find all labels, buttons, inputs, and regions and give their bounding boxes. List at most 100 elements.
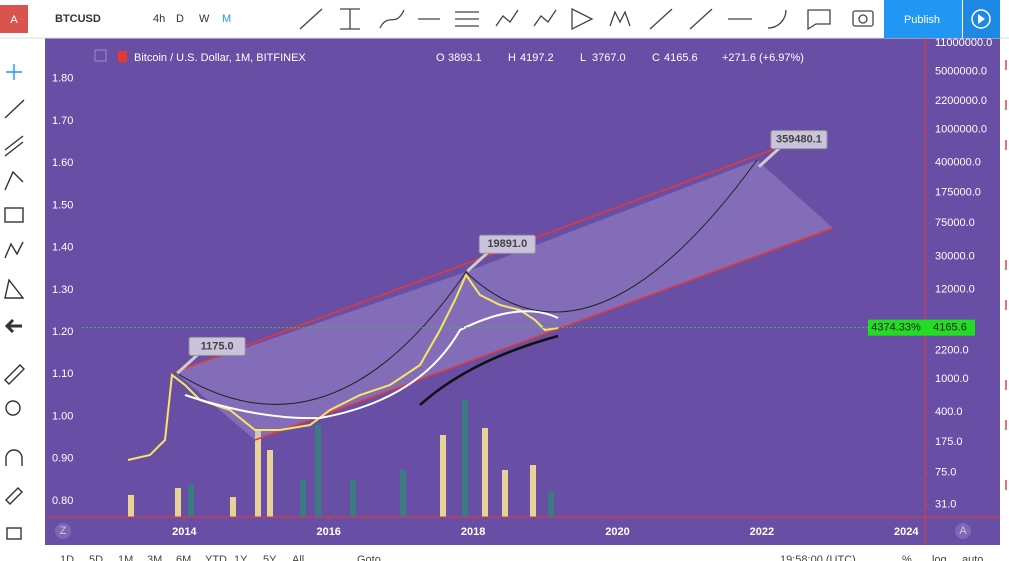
scale-option[interactable]: % — [902, 554, 912, 561]
callout-label: 19891.0 — [487, 238, 527, 250]
y-tick-label: 1.60 — [52, 157, 73, 169]
y-tick-label: 1.70 — [52, 115, 73, 127]
range[interactable]: 1D — [60, 554, 74, 561]
range[interactable]: 5D — [89, 554, 103, 561]
tool-text[interactable] — [4, 207, 24, 223]
ohlc-label: H — [508, 52, 516, 64]
publish-button[interactable] — [884, 0, 962, 38]
ohlc-value: 3893.1 — [448, 52, 482, 64]
tool-arc[interactable] — [767, 9, 787, 29]
y2-tick-label: 75.0 — [935, 467, 956, 479]
tool-prediction[interactable] — [4, 278, 25, 299]
y2-tick-label: 30000.0 — [935, 250, 975, 262]
callout-pointer — [466, 250, 491, 273]
y-tick-label: 1.40 — [52, 242, 73, 254]
tool-pattern[interactable] — [495, 9, 519, 27]
tool-trendline[interactable] — [299, 8, 323, 30]
moving-average — [184, 310, 559, 420]
x-tick-label: 2020 — [605, 526, 629, 538]
y-tick-label: 1.50 — [52, 199, 73, 211]
volume-bar — [502, 470, 508, 517]
volume-bar — [350, 480, 356, 517]
interval[interactable]: M — [222, 13, 231, 25]
drawing-tools — [299, 7, 874, 31]
chart-pane — [45, 38, 1000, 545]
y2-tick-label: 400000.0 — [935, 157, 981, 169]
volume-bar — [482, 428, 488, 517]
tool-lines[interactable] — [4, 135, 24, 157]
percent-box — [868, 319, 925, 336]
x-tick-label: 2018 — [461, 526, 485, 538]
change: +271.6 (+6.97%) — [722, 52, 804, 64]
plot: 1.80 1.70 1.60 1.50 1.40 1.30 1.20 1.10 1.00 0.90… — [52, 37, 992, 539]
tool-brush[interactable] — [379, 9, 405, 29]
ohlc-label: L — [580, 52, 586, 64]
y2-tick-label: 175000.0 — [935, 187, 981, 199]
tool-pattern-left[interactable] — [4, 241, 24, 259]
scale-button[interactable] — [55, 523, 71, 539]
callout-box — [478, 234, 536, 254]
screenshot[interactable] — [852, 10, 874, 27]
collapse-icon[interactable] — [94, 49, 107, 62]
tool-projection[interactable] — [609, 10, 631, 27]
callout-pointer — [176, 352, 201, 375]
ohlc-value: 4197.2 — [520, 52, 554, 64]
range[interactable]: 1Y — [234, 554, 248, 561]
interval[interactable]: W — [199, 13, 210, 25]
publish-label: Publish — [904, 14, 940, 26]
tool-channel[interactable] — [455, 11, 479, 27]
range[interactable]: All — [292, 554, 304, 561]
volume-bar — [128, 495, 134, 517]
callout-pointer — [757, 145, 782, 168]
y-tick-label: 0.90 — [52, 453, 73, 465]
ohlc-label: O — [436, 52, 445, 64]
range[interactable]: 3M — [147, 554, 162, 561]
y-tick-label: 1.80 — [52, 73, 73, 85]
y2-tick-label: 400.0 — [935, 406, 963, 418]
tool-fib[interactable] — [340, 8, 360, 30]
interval[interactable]: D — [176, 13, 184, 25]
tool-back[interactable] — [4, 318, 22, 334]
chart-title: Bitcoin / U.S. Dollar, 1M, BITFINEX — [134, 52, 306, 64]
ohlc-value: 4165.6 — [664, 52, 698, 64]
tool-ruler[interactable] — [4, 364, 25, 385]
volume-bar — [255, 430, 261, 517]
tool-ray[interactable] — [689, 8, 713, 30]
ohlc-label: C — [652, 52, 660, 64]
left-tools — [4, 64, 25, 540]
tool-arrow[interactable] — [649, 8, 673, 30]
x-tick-label: 2022 — [750, 526, 774, 538]
tool-magnet[interactable] — [5, 449, 23, 466]
tool-line[interactable] — [4, 99, 25, 119]
range[interactable]: 6M — [176, 554, 191, 561]
tool-pen[interactable] — [5, 487, 23, 505]
volume-bar — [315, 425, 321, 517]
tool-lock[interactable] — [6, 527, 22, 540]
scale-button-label: Z — [60, 525, 67, 537]
logo: A — [10, 14, 18, 26]
tool-cross[interactable] — [6, 64, 22, 80]
interval[interactable]: 4h — [153, 13, 165, 25]
volume-bar — [548, 492, 554, 517]
callout-label: 359480.1 — [776, 134, 822, 146]
y2-tick-label: 12000.0 — [935, 283, 975, 295]
ohlc-value: 3767.0 — [592, 52, 626, 64]
scale-button[interactable] — [955, 523, 971, 539]
logo-box[interactable] — [0, 5, 28, 33]
symbol-swatch — [118, 51, 127, 62]
goto[interactable]: Goto... — [357, 554, 390, 561]
tool-pitchfork[interactable] — [571, 7, 594, 31]
range[interactable]: YTD — [205, 554, 227, 561]
tool-shape[interactable] — [4, 170, 24, 191]
range[interactable]: 5Y — [263, 554, 277, 561]
tool-callout[interactable] — [807, 9, 831, 31]
scale-option[interactable]: log — [932, 554, 947, 561]
tool-elliott[interactable] — [533, 9, 557, 27]
tool-zoom[interactable] — [5, 400, 21, 416]
scale-option[interactable]: auto — [962, 554, 983, 561]
symbol[interactable]: BTCUSD — [55, 13, 101, 25]
play-icon — [971, 9, 991, 29]
volume-bar — [230, 497, 236, 517]
range[interactable]: 1M — [118, 554, 133, 561]
